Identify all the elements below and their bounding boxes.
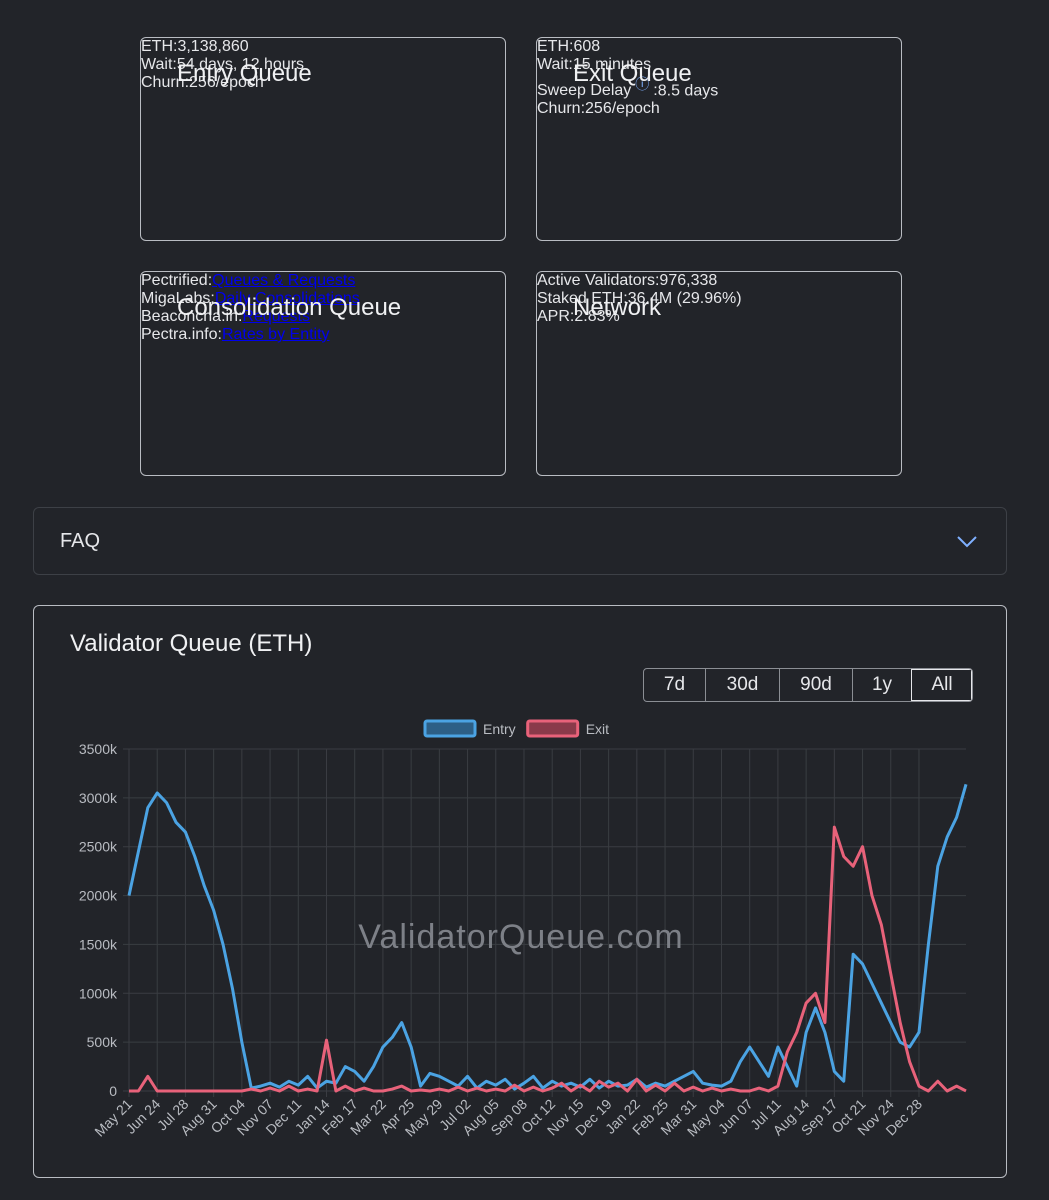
label-text: Churn: <box>141 74 190 91</box>
y-tick-label: 1000k <box>79 985 118 1001</box>
exit-queue-card: Exit Queue ETH:608 Wait:15 minutes Sweep De… <box>536 37 902 241</box>
row-label: ETH: <box>537 38 573 55</box>
y-tick-label: 0 <box>109 1083 117 1099</box>
row: Sweep Delay ⓘ:8.5 days <box>537 74 901 100</box>
row-label: Pectrified: <box>141 272 212 289</box>
label-suffix: : <box>653 82 658 100</box>
range-button[interactable]: 90d <box>779 669 852 701</box>
row-link[interactable]: Queues & Requests <box>212 272 356 289</box>
row-label: Staked ETH: <box>537 290 628 307</box>
row-label: Sweep Delay ⓘ: <box>537 76 658 100</box>
info-icon: ⓘ <box>635 76 650 92</box>
row-label: Wait: <box>141 56 177 73</box>
chart-title: Validator Queue (ETH) <box>70 630 313 657</box>
row-label: Churn: <box>141 74 189 91</box>
row-link[interactable]: Rates by Entity <box>221 326 330 343</box>
row-label: MigaLabs: <box>141 290 215 307</box>
entry-queue-card: Entry Queue ETH:3,138,860 Wait:54 days, 12… <box>140 37 506 241</box>
y-tick-label: 2500k <box>79 839 118 855</box>
row: Staked ETH:36.4M (29.96%) <box>537 290 901 308</box>
row: Wait:54 days, 12 hours <box>141 56 505 74</box>
row-value: 608 <box>573 38 601 55</box>
consolidation-queue-card: Consolidation Queue Pectrified:Queues & R… <box>140 271 506 476</box>
row-label: Pectra.info: <box>141 326 222 343</box>
label-text: Churn: <box>537 100 586 118</box>
label-text: Pectra.info: <box>141 326 222 343</box>
label-text: ETH: <box>537 38 574 55</box>
row-value: 256/epoch <box>189 74 264 91</box>
row-label: Wait: <box>537 56 573 73</box>
legend-swatch <box>423 719 477 738</box>
y-tick-label: 3500k <box>79 741 118 757</box>
range-button[interactable]: 30d <box>705 669 779 701</box>
row-value: 2.83% <box>574 308 620 325</box>
chevron-icon <box>957 536 977 548</box>
row: Pectrified:Queues & Requests <box>141 272 505 290</box>
row-label: Churn: <box>537 100 585 117</box>
card-title: Consolidation Queue <box>177 294 402 321</box>
faq-accordion[interactable]: FAQ <box>33 507 1007 575</box>
y-tick-label: 500k <box>87 1034 118 1050</box>
card-title: Entry Queue <box>177 60 312 87</box>
chart-card: Validator Queue (ETH) 7d 30d 90d 1y All 0 500… <box>33 605 1007 1178</box>
row: ETH:3,138,860 <box>141 38 505 56</box>
row: Churn:256/epoch <box>537 100 901 118</box>
network-card: Network Active Validators:976,338 Staked E… <box>536 271 902 476</box>
row-value: 36.4M (29.96%) <box>627 290 742 307</box>
row: APR:2.83% <box>537 308 901 326</box>
row-value: 54 days, 12 hours <box>176 56 305 73</box>
row-link[interactable]: Daily Consolidations <box>214 290 360 307</box>
legend-swatch <box>526 719 580 738</box>
range-button[interactable]: All <box>911 669 972 701</box>
row-label: Beaconcha.in: <box>141 308 242 325</box>
row-link[interactable]: Requests <box>242 308 310 325</box>
row-value: 976,338 <box>659 272 718 289</box>
label-text: ETH: <box>141 38 178 55</box>
watermark: ValidatorQueue.com <box>358 918 683 956</box>
row: Wait:15 minutes <box>537 56 901 74</box>
row: Active Validators:976,338 <box>537 272 901 290</box>
label-text: Pectrified: <box>141 272 213 289</box>
faq-title: FAQ <box>60 530 101 552</box>
label-text: Staked ETH: <box>537 290 628 307</box>
legend-label: Exit <box>586 721 609 737</box>
row: Pectra.info:Rates by Entity <box>141 326 505 344</box>
label-text: Wait: <box>537 56 573 73</box>
row: Churn:256/epoch <box>141 74 505 92</box>
card-title: Exit Queue <box>573 60 692 87</box>
row-label: ETH: <box>141 38 177 55</box>
row-value: 256/epoch <box>585 100 660 118</box>
range-button[interactable]: 1y <box>852 669 911 701</box>
row: ETH:608 <box>537 38 901 56</box>
label-text: Active Validators: <box>537 272 660 289</box>
legend-label: Entry <box>483 721 516 737</box>
y-tick-label: 3000k <box>79 790 118 806</box>
row-label: APR: <box>537 308 574 325</box>
series-line <box>127 783 968 1091</box>
series-line <box>129 825 967 1093</box>
range-button[interactable]: 7d <box>663 674 686 695</box>
label-text: Sweep Delay <box>537 82 632 100</box>
row: Beaconcha.in:Requests <box>141 308 505 326</box>
label-text: Beaconcha.in: <box>141 308 243 325</box>
y-tick-label: 1500k <box>79 936 118 952</box>
row-value: 8.5 days <box>657 82 719 100</box>
row: MigaLabs:Daily Consolidations <box>141 290 505 308</box>
row-value: 3,138,860 <box>177 38 249 55</box>
y-tick-label: 2000k <box>79 888 118 904</box>
range-buttons: 7d 30d 90d 1y All <box>643 668 973 702</box>
label-text: Wait: <box>141 56 177 73</box>
row-label: Active Validators: <box>537 272 659 289</box>
label-text: APR: <box>537 308 575 325</box>
row-value: 15 minutes <box>572 56 652 73</box>
label-text: MigaLabs: <box>141 290 215 307</box>
card-title: Network <box>573 294 662 321</box>
